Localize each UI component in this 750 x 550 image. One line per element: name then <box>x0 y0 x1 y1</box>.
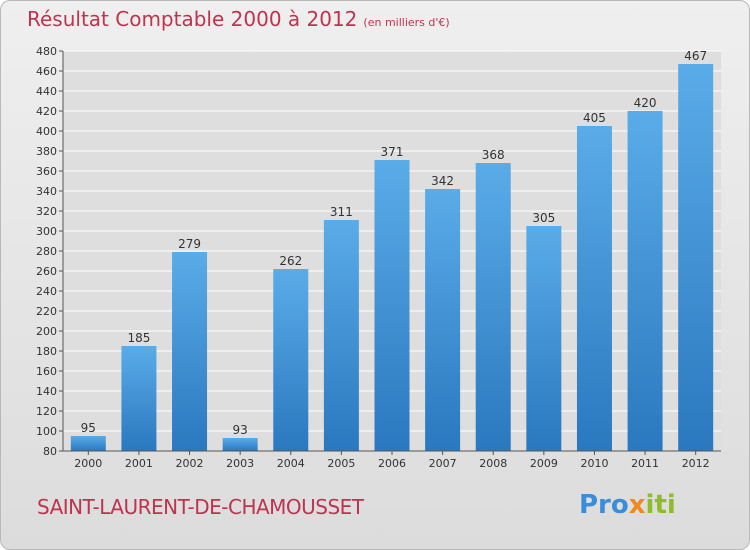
y-tick-label: 220 <box>36 305 57 318</box>
y-tick-label: 300 <box>36 225 57 238</box>
bar-value-label: 368 <box>482 148 505 162</box>
bar-2012 <box>678 64 714 451</box>
y-tick-label: 260 <box>36 265 57 278</box>
y-tick-label: 460 <box>36 65 57 78</box>
bar-value-label: 185 <box>127 331 150 345</box>
bar-chart: 80 100 120 140 160 180 200 220 240 260 280 300 320 34… <box>36 45 721 470</box>
x-tick-label: 2000 <box>74 457 102 470</box>
x-tick-label: 2004 <box>277 457 305 470</box>
bar-value-label: 93 <box>233 423 248 437</box>
bar-value-label: 371 <box>381 145 404 159</box>
y-tick-label: 240 <box>36 285 57 298</box>
logo-part-2: x <box>628 490 646 520</box>
x-tick-label: 2005 <box>327 457 355 470</box>
logo-part-3: iti <box>645 490 676 520</box>
bar-value-label: 467 <box>684 49 707 63</box>
bar-value-label: 305 <box>532 211 555 225</box>
bar-2004 <box>273 269 309 451</box>
x-tick-label: 2006 <box>378 457 406 470</box>
bar-value-label: 405 <box>583 111 606 125</box>
bar-value-label: 311 <box>330 205 353 219</box>
bar-2006 <box>374 160 410 451</box>
x-tick-label: 2012 <box>682 457 710 470</box>
logo-part-1: Pro <box>579 490 629 520</box>
chart-subtitle: (en milliers d'€) <box>363 16 450 29</box>
bar-2001 <box>121 346 157 451</box>
x-tick-label: 2003 <box>226 457 254 470</box>
bar-2011 <box>627 111 663 451</box>
y-tick-label: 340 <box>36 185 57 198</box>
y-tick-label: 280 <box>36 245 57 258</box>
x-tick-label: 2010 <box>580 457 608 470</box>
y-tick-label: 160 <box>36 365 57 378</box>
y-tick-label: 400 <box>36 125 57 138</box>
y-tick-label: 360 <box>36 165 57 178</box>
bar-2000 <box>70 436 106 451</box>
bar-2009 <box>526 226 562 451</box>
y-tick-label: 80 <box>43 445 57 458</box>
y-tick-label: 440 <box>36 85 57 98</box>
y-tick-label: 200 <box>36 325 57 338</box>
y-tick-label: 420 <box>36 105 57 118</box>
x-tick-label: 2007 <box>429 457 457 470</box>
y-tick-label: 480 <box>36 45 57 58</box>
x-tick-label: 2011 <box>631 457 659 470</box>
y-tick-label: 180 <box>36 345 57 358</box>
commune-name: SAINT-LAURENT-DE-CHAMOUSSET <box>37 495 364 519</box>
y-tick-label: 380 <box>36 145 57 158</box>
chart-title: Résultat Comptable 2000 à 2012 (en millie… <box>27 7 450 31</box>
bar-value-label: 279 <box>178 237 201 251</box>
bar-value-label: 342 <box>431 174 454 188</box>
x-tick-label: 2009 <box>530 457 558 470</box>
bar-2007 <box>425 189 461 451</box>
x-tick-label: 2001 <box>125 457 153 470</box>
x-tick-label: 2002 <box>176 457 204 470</box>
y-tick-label: 120 <box>36 405 57 418</box>
y-tick-label: 100 <box>36 425 57 438</box>
x-tick-label: 2008 <box>479 457 507 470</box>
bar-2003 <box>222 438 258 451</box>
bar-value-label: 420 <box>634 96 657 110</box>
y-tick-label: 140 <box>36 385 57 398</box>
y-tick-label: 320 <box>36 205 57 218</box>
bar-2005 <box>323 220 359 451</box>
bar-value-label: 262 <box>279 254 302 268</box>
proxiti-logo: Proxiti <box>579 490 676 520</box>
bar-2002 <box>172 252 208 451</box>
bar-2008 <box>475 163 511 451</box>
bar-value-label: 95 <box>81 421 96 435</box>
bar-2010 <box>576 126 612 451</box>
